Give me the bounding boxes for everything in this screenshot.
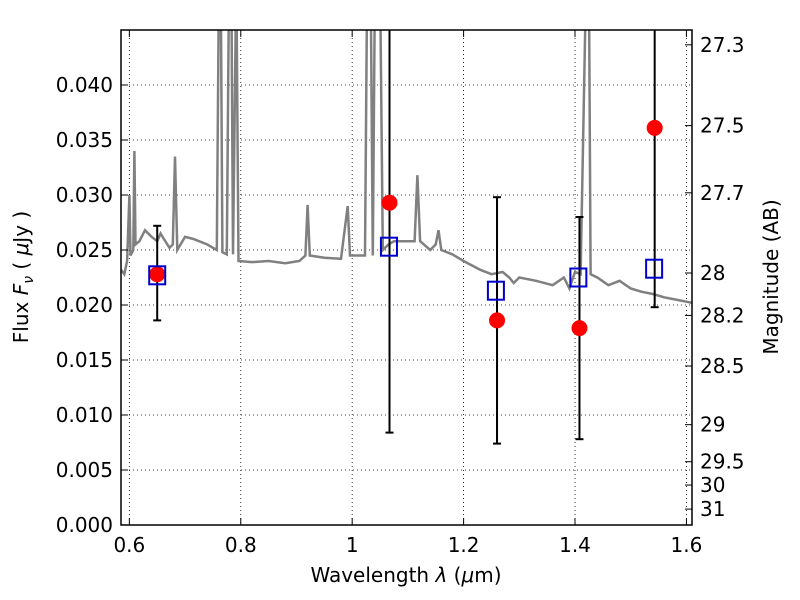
observed-flux-point: [489, 312, 506, 329]
observed-flux-point: [381, 194, 398, 211]
x-axis-title: Wavelength λ (μm): [310, 563, 501, 587]
model-photometry-square: [379, 236, 398, 257]
x-tick-labels: 0.6 0.8 1 1.2 1.4 1.6: [113, 533, 702, 557]
y2-axis-title: Magnitude (AB): [759, 199, 783, 354]
x-tick-label: 1: [346, 533, 359, 557]
observed-flux-point: [646, 119, 663, 136]
observed-flux-point: [571, 320, 588, 337]
y-tick-labels: 0.000 0.005 0.010 0.015 0.020 0.025 0.030 0.035…: [56, 73, 113, 537]
x-tick-label: 1.6: [671, 533, 703, 557]
y-tick-label: 0.030: [56, 183, 113, 207]
y2-tick-label: 28.5: [700, 354, 745, 378]
y2-tick-label: 27.7: [700, 181, 745, 205]
y-tick-label: 0.040: [56, 73, 113, 97]
observed-flux-point: [149, 266, 166, 283]
x-tick-label: 1.4: [559, 533, 591, 557]
model-photometry-square: [569, 267, 588, 288]
y-tick-label: 0.025: [56, 238, 113, 262]
model-photometry-square: [645, 258, 664, 279]
y-tick-label: 0.000: [56, 513, 113, 537]
y2-tick-label: 29.5: [700, 450, 745, 474]
y-tick-label: 0.010: [56, 403, 113, 427]
y2-tick-label: 27.5: [700, 114, 745, 138]
y-axis-title: Flux Fν ( μJy ): [9, 211, 37, 343]
model-photometry-square: [486, 280, 505, 301]
y-tick-label: 0.035: [56, 128, 113, 152]
y2-tick-label: 28: [700, 261, 725, 285]
x-tick-label: 1.2: [448, 533, 480, 557]
y-tick-label: 0.005: [56, 458, 113, 482]
plot-area: [121, 30, 692, 445]
y2-tick-label: 29: [700, 413, 725, 437]
y2-tick-label: 28.2: [700, 303, 745, 327]
model-spectrum-line: [121, 30, 692, 305]
observed-points: [149, 119, 663, 337]
model-photometry-points: [148, 236, 664, 301]
model-photometry-square: [148, 265, 167, 286]
axis-ticks: [121, 30, 692, 526]
y-tick-label: 0.020: [56, 293, 113, 317]
x-tick-label: 0.6: [113, 533, 145, 557]
y2-tick-label: 27.3: [700, 33, 745, 57]
grid: [121, 30, 692, 526]
x-tick-label: 0.8: [225, 533, 257, 557]
plot-frame: [120, 29, 693, 526]
y-tick-label: 0.015: [56, 348, 113, 372]
y2-tick-label: 30: [700, 473, 725, 497]
y2-tick-label: 31: [700, 497, 725, 521]
